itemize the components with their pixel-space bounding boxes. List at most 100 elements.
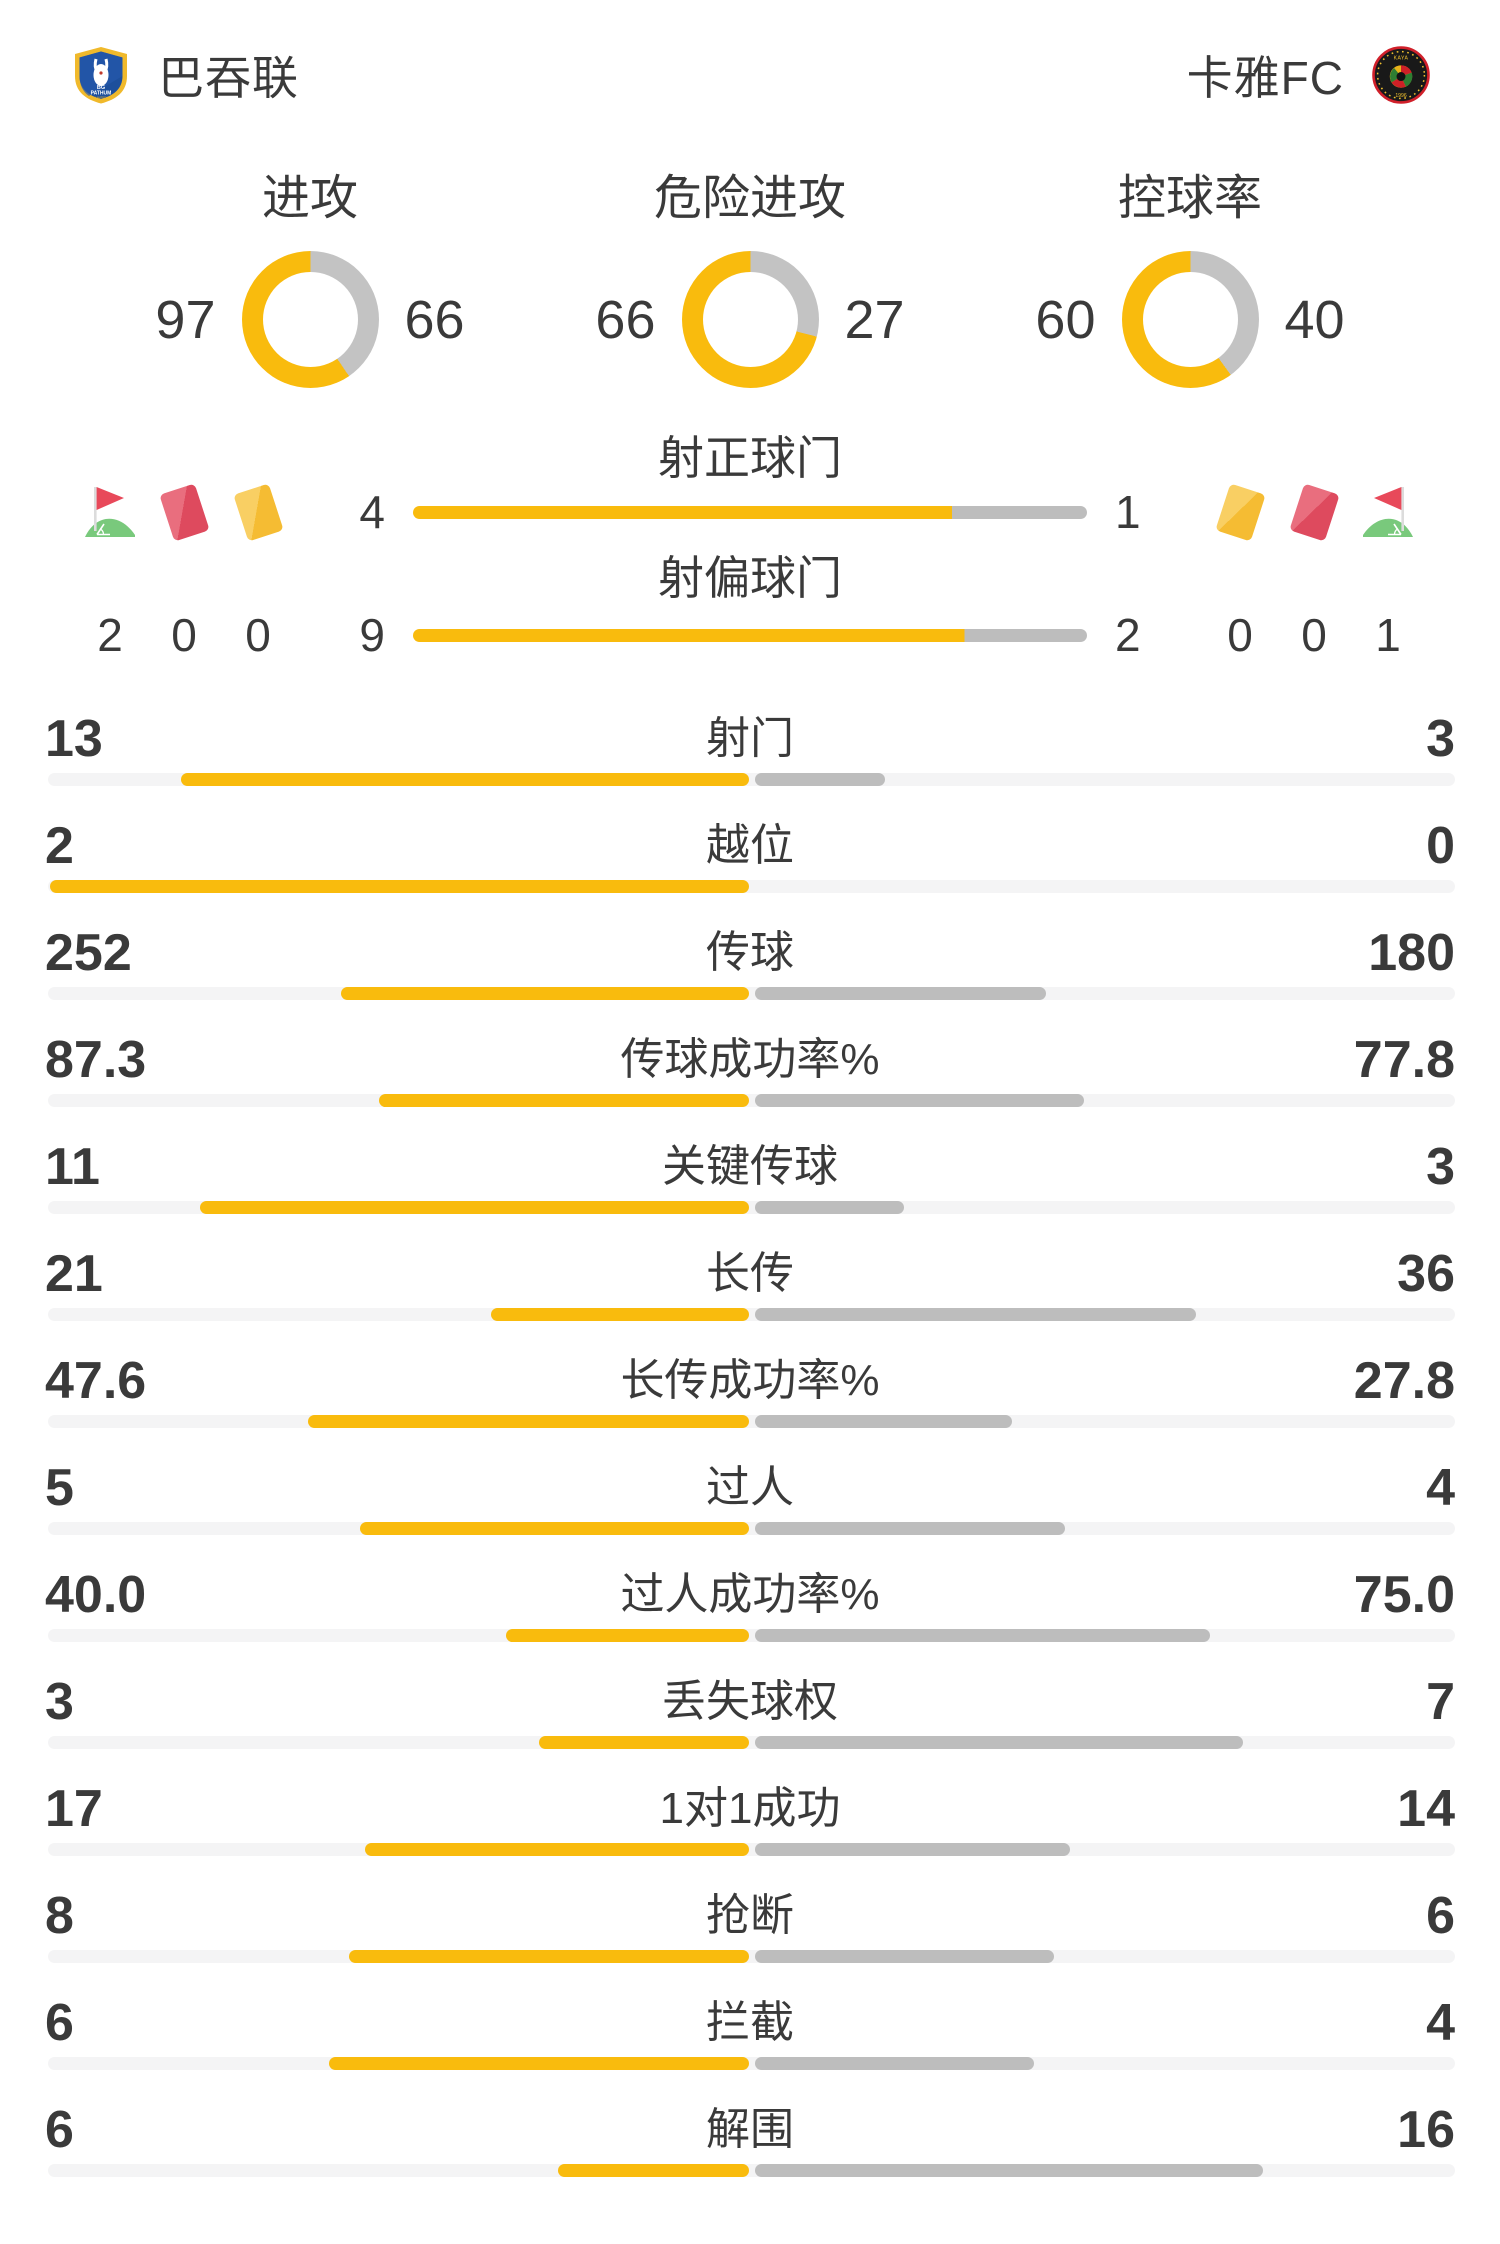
stat-row: 6 拦截 4: [0, 1994, 1500, 2101]
stat-label: 抢断: [706, 1891, 794, 1940]
stat-away-value: 36: [1397, 1245, 1455, 1303]
stats-list: 13 射门 3 2 越位 0 252 传球: [0, 710, 1500, 2208]
stat-row: 6 解围 16: [0, 2101, 1500, 2208]
stat-bar-home-fill: [307, 1415, 749, 1428]
stat-away-value: 0: [1426, 817, 1455, 875]
donut-chart-group: 危险进攻 66 27: [530, 173, 970, 388]
donut-chart-group: 控球率 60 40: [970, 173, 1410, 388]
stat-home-value: 5: [45, 1459, 74, 1517]
stat-bar-track: [48, 880, 1455, 893]
stat-label: 过人成功率%: [620, 1570, 880, 1619]
shots-on-target-away-value: 1: [1115, 486, 1141, 538]
stat-bar-away-fill: [754, 1843, 1070, 1856]
stat-bar-away-fill: [754, 1950, 1054, 1963]
stat-row: 87.3 传球成功率% 77.8: [0, 1031, 1500, 1138]
stat-label: 传球: [706, 928, 794, 977]
donut-chart-title: 进攻: [261, 172, 358, 225]
stat-bar-home-fill: [360, 1522, 749, 1535]
stat-bar-track: [48, 1522, 1455, 1535]
stat-bar-away-fill: [754, 1736, 1244, 1749]
stat-bar-away-fill: [754, 1415, 1013, 1428]
stat-away-value: 77.8: [1353, 1031, 1455, 1089]
stat-home-value: 8: [45, 1887, 74, 1945]
away-red-cards-count: 0: [1301, 609, 1327, 661]
stat-home-value: 87.3: [45, 1031, 147, 1089]
stat-row: 40.0 过人成功率% 75.0: [0, 1566, 1500, 1673]
shots-off-target-home-value: 9: [359, 609, 385, 661]
stat-home-value: 21: [45, 1245, 103, 1303]
svg-text:BG: BG: [97, 85, 105, 91]
stat-bar-away-fill: [754, 2057, 1034, 2070]
svg-text:1996: 1996: [1395, 93, 1406, 99]
donut-ring-chart: [241, 251, 379, 388]
stat-bar-track: [48, 1201, 1455, 1214]
stat-bar-track: [48, 773, 1455, 786]
donut-home-value: 60: [1035, 289, 1096, 350]
stat-bar-away-fill: [754, 987, 1046, 1000]
stat-bar-home-fill: [558, 2164, 749, 2177]
stat-bar-home-fill: [349, 1950, 749, 1963]
stat-bar-home-fill: [329, 2057, 749, 2070]
stat-bar-away-fill: [754, 1094, 1084, 1107]
stat-label: 丢失球权: [662, 1677, 838, 1726]
stat-away-value: 3: [1426, 710, 1455, 768]
stat-bar-home-fill: [365, 1843, 749, 1856]
stat-bar-home-fill: [180, 773, 749, 786]
stat-away-value: 7: [1426, 1673, 1455, 1731]
stat-bar-away-fill: [754, 1629, 1211, 1642]
shots-on-target-label: 射正球门: [658, 432, 842, 484]
stat-home-value: 40.0: [45, 1566, 147, 1624]
stat-bar-track: [48, 987, 1455, 1000]
donut-home-value: 66: [595, 289, 656, 350]
stat-label: 越位: [706, 821, 794, 870]
stat-label: 过人: [706, 1463, 794, 1512]
stat-away-value: 4: [1426, 1459, 1455, 1517]
away-yellow-cards-count: 0: [1227, 609, 1253, 661]
away-team-header[interactable]: 卡雅FC KAYA 1996: [1187, 42, 1430, 108]
shots-on-target-home-value: 4: [359, 486, 385, 538]
stat-bar-track: [48, 1843, 1455, 1856]
stat-row: 17 1对1成功 14: [0, 1780, 1500, 1887]
donut-away-value: 66: [404, 289, 465, 350]
away-corner-flag-icon: [1363, 487, 1413, 537]
shots-off-target-row: 2 0 0 9 2 0 0 1: [0, 608, 1500, 662]
stat-away-value: 14: [1397, 1780, 1455, 1838]
donut-chart-title: 危险进攻: [653, 172, 846, 225]
away-team-name: 卡雅FC: [1186, 52, 1344, 104]
stat-bar-home-fill: [341, 987, 749, 1000]
stat-bar-home-fill: [50, 880, 749, 893]
svg-text:UNITED: UNITED: [95, 96, 107, 100]
stat-away-value: 27.8: [1353, 1352, 1455, 1410]
stat-away-value: 6: [1426, 1887, 1455, 1945]
shots-on-target-row: 4 1: [0, 482, 1500, 542]
stat-bar-away-fill: [754, 1308, 1196, 1321]
stat-bar-home-fill: [505, 1629, 749, 1642]
home-discipline-counts: 2 0 0: [73, 608, 297, 662]
stat-label: 射门: [706, 714, 794, 763]
donut-ring-chart: [1121, 251, 1259, 388]
stat-away-value: 4: [1426, 1994, 1455, 2052]
home-team-logo-icon: BG PATHUM UNITED: [75, 47, 127, 104]
stat-row: 2 越位 0: [0, 817, 1500, 924]
stat-home-value: 17: [45, 1780, 103, 1838]
stat-label: 长传: [706, 1249, 794, 1298]
shots-off-target-away-value: 2: [1115, 609, 1141, 661]
stat-bar-home-fill: [538, 1736, 749, 1749]
home-team-header[interactable]: BG PATHUM UNITED 巴吞联: [72, 42, 299, 108]
home-red-cards-count: 0: [171, 609, 197, 661]
stat-row: 8 抢断 6: [0, 1887, 1500, 1994]
away-discipline-icons: [1203, 482, 1427, 542]
stat-away-value: 75.0: [1353, 1566, 1455, 1624]
stat-row: 3 丢失球权 7: [0, 1673, 1500, 1780]
donut-home-value: 97: [155, 289, 216, 350]
stat-row: 252 传球 180: [0, 924, 1500, 1031]
stat-bar-home-fill: [491, 1308, 749, 1321]
stat-home-value: 6: [45, 2101, 74, 2159]
home-red-card-icon: [158, 482, 210, 542]
home-yellow-cards-count: 0: [245, 609, 271, 661]
donut-chart-group: 进攻 97 66: [90, 173, 530, 388]
stat-bar-away-fill: [754, 1201, 905, 1214]
stat-row: 47.6 长传成功率% 27.8: [0, 1352, 1500, 1459]
stat-bar-track: [48, 1415, 1455, 1428]
stat-row: 21 长传 36: [0, 1245, 1500, 1352]
